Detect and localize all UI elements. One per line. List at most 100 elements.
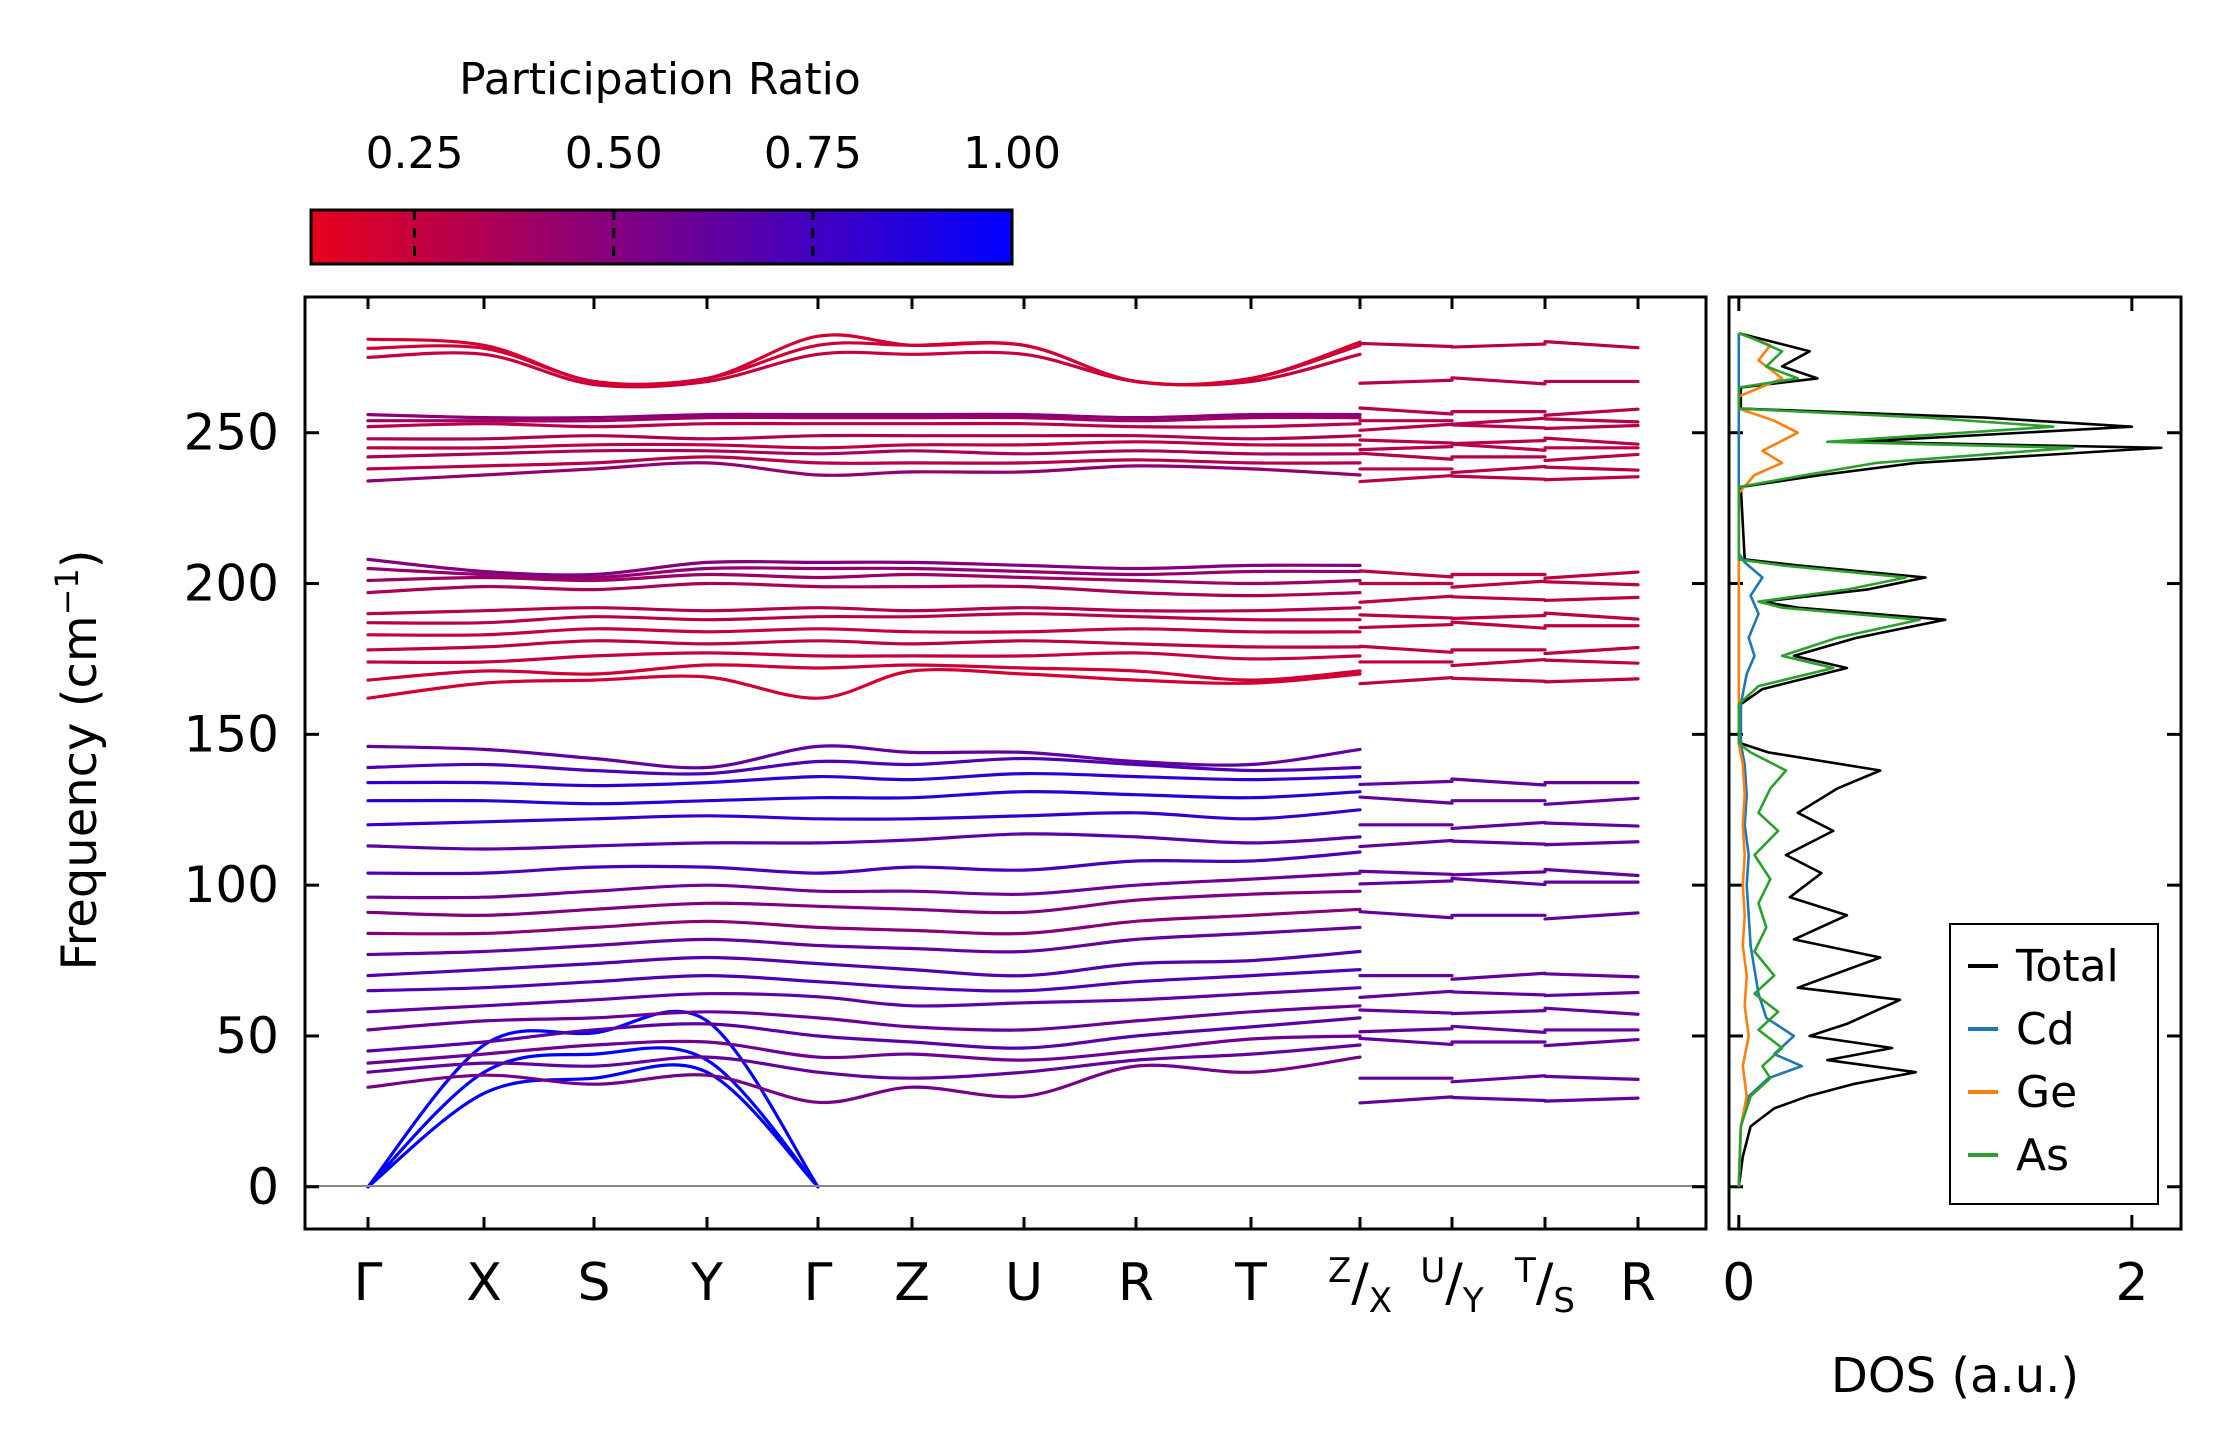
band-segment-tail (1543, 611, 1640, 621)
band-segment-tail (1543, 340, 1640, 350)
optical-band-mid (366, 663, 1362, 682)
legend-label: Total (2015, 941, 2119, 992)
band-segment-tail (1450, 442, 1547, 452)
band-segment-tail (1358, 838, 1454, 849)
band-segment-tail (1358, 473, 1454, 484)
optical-band-high (366, 448, 1362, 459)
band-segment-tail (1543, 475, 1640, 482)
band-segment-tail (1450, 376, 1547, 386)
optical-band-low (366, 871, 1362, 900)
optical-band-low (366, 986, 1362, 1014)
optical-band-low (366, 790, 1362, 806)
optical-band-low (366, 1016, 1362, 1053)
band-segment-tail (1450, 464, 1547, 475)
band-segment-tail (1450, 870, 1547, 877)
band-segment-tail (1358, 795, 1454, 805)
band-segment-tail (1543, 436, 1640, 446)
optical-band-mid (366, 627, 1362, 637)
band-segment-tail (1543, 452, 1640, 463)
dos-legend: Total Cd Ge As (1949, 923, 2159, 1205)
dos-plot: 0 2 DOS (a.u.) Total Cd Ge As (1722, 295, 2183, 1404)
optical-band-mid (366, 606, 1362, 616)
dos-x-tick-label: 0 (1722, 1253, 1755, 1313)
optical-band-mid (366, 667, 1362, 700)
band-segment-tail (1358, 779, 1454, 787)
band-segment-tail (1543, 1006, 1640, 1016)
band-segment-tail (1450, 579, 1547, 589)
band-segment-tail (1543, 645, 1640, 656)
optical-band-high (366, 440, 1362, 450)
optical-band-high (366, 341, 1362, 387)
x-tick-label: Γ (804, 1253, 833, 1313)
band-segment-tail (1450, 657, 1547, 668)
colorbar-gradient (309, 208, 1014, 266)
x-tick-label: R (1620, 1253, 1656, 1313)
y-axis-label-sup: −1 (48, 568, 86, 615)
x-tick-label: Z (894, 1253, 930, 1313)
optical-band-high (366, 461, 1362, 483)
band-segment-tail (1358, 989, 1454, 999)
band-segment-tail (1358, 1095, 1454, 1105)
band-segment-tail (1358, 910, 1454, 920)
band-segment-tail (1450, 777, 1547, 787)
band-segment-tail (1358, 406, 1454, 416)
optical-band-low (366, 889, 1362, 917)
band-segment-tail (1450, 990, 1547, 997)
optical-band-low (366, 756, 1362, 776)
colorbar-tick-label: 0.25 (366, 128, 464, 179)
band-segment-tail (1450, 676, 1547, 683)
y-tick-label: 150 (184, 705, 279, 763)
dos-x-tick-label: 2 (2115, 1253, 2148, 1313)
y-tick-label: 100 (184, 856, 279, 914)
y-tick-label: 250 (184, 404, 279, 462)
band-segment-tail (1543, 580, 1640, 587)
optical-band-mid (366, 651, 1362, 665)
y-axis-label-close: ) (52, 549, 108, 568)
band-segment-tail (1543, 407, 1640, 417)
band-segment-tail (1543, 595, 1640, 603)
optical-band-high (366, 412, 1362, 420)
band-segment-tail (1450, 1095, 1547, 1103)
band-segment-tail (1543, 911, 1640, 921)
band-segment-tail (1358, 622, 1454, 630)
acoustic-band (366, 1063, 820, 1189)
band-segment-tail (1543, 465, 1640, 472)
dos-lines (1737, 331, 2163, 1187)
optical-band-high (366, 433, 1362, 441)
band-segment-tail (1358, 676, 1454, 686)
band-segment-tail (1358, 1036, 1454, 1047)
band-segment-tail (1358, 438, 1454, 445)
optical-band-low (366, 744, 1362, 770)
legend-label: As (2016, 1130, 2069, 1181)
band-segment-tail (1543, 417, 1640, 424)
band-segment-tail (1358, 594, 1454, 604)
optical-band-high (366, 333, 1362, 387)
x-tick-label: S (577, 1253, 610, 1313)
band-segment-tail (1543, 972, 1640, 979)
optical-band-low (366, 1004, 1362, 1032)
band-segment-tail (1450, 1074, 1547, 1084)
legend-label: Cd (2016, 1004, 2075, 1055)
optical-band-low (366, 1034, 1362, 1065)
band-segment-tail (1450, 620, 1547, 630)
optical-band-mid (366, 557, 1362, 577)
band-segment-tail (1543, 867, 1640, 878)
band-segment-tail (1450, 971, 1547, 981)
legend-label: Ge (2016, 1067, 2077, 1118)
colorbar-tick-label: 1.00 (963, 128, 1061, 179)
band-segment-tail (1358, 445, 1454, 452)
dos-x-axis-label: DOS (a.u.) (1831, 1348, 2079, 1404)
dos-series-cd (1737, 333, 1803, 1187)
y-tick-label: 50 (215, 1007, 279, 1065)
x-axis-labels: Γ X S Y Γ Z U R T Z/X U/Y T/S R (354, 1251, 1657, 1321)
optical-band-mid (366, 572, 1362, 586)
optical-band-mid (366, 639, 1362, 652)
y-tick-label: 0 (247, 1158, 279, 1216)
colorbar: Participation Ratio 0.25 0.50 0.75 1.00 (309, 54, 1061, 266)
band-segment-tail (1358, 341, 1454, 349)
x-tick-label: R (1118, 1253, 1154, 1313)
band-segment-tail (1543, 1074, 1640, 1081)
band-segment-tail (1543, 821, 1640, 828)
band-segment-tail (1543, 796, 1640, 806)
